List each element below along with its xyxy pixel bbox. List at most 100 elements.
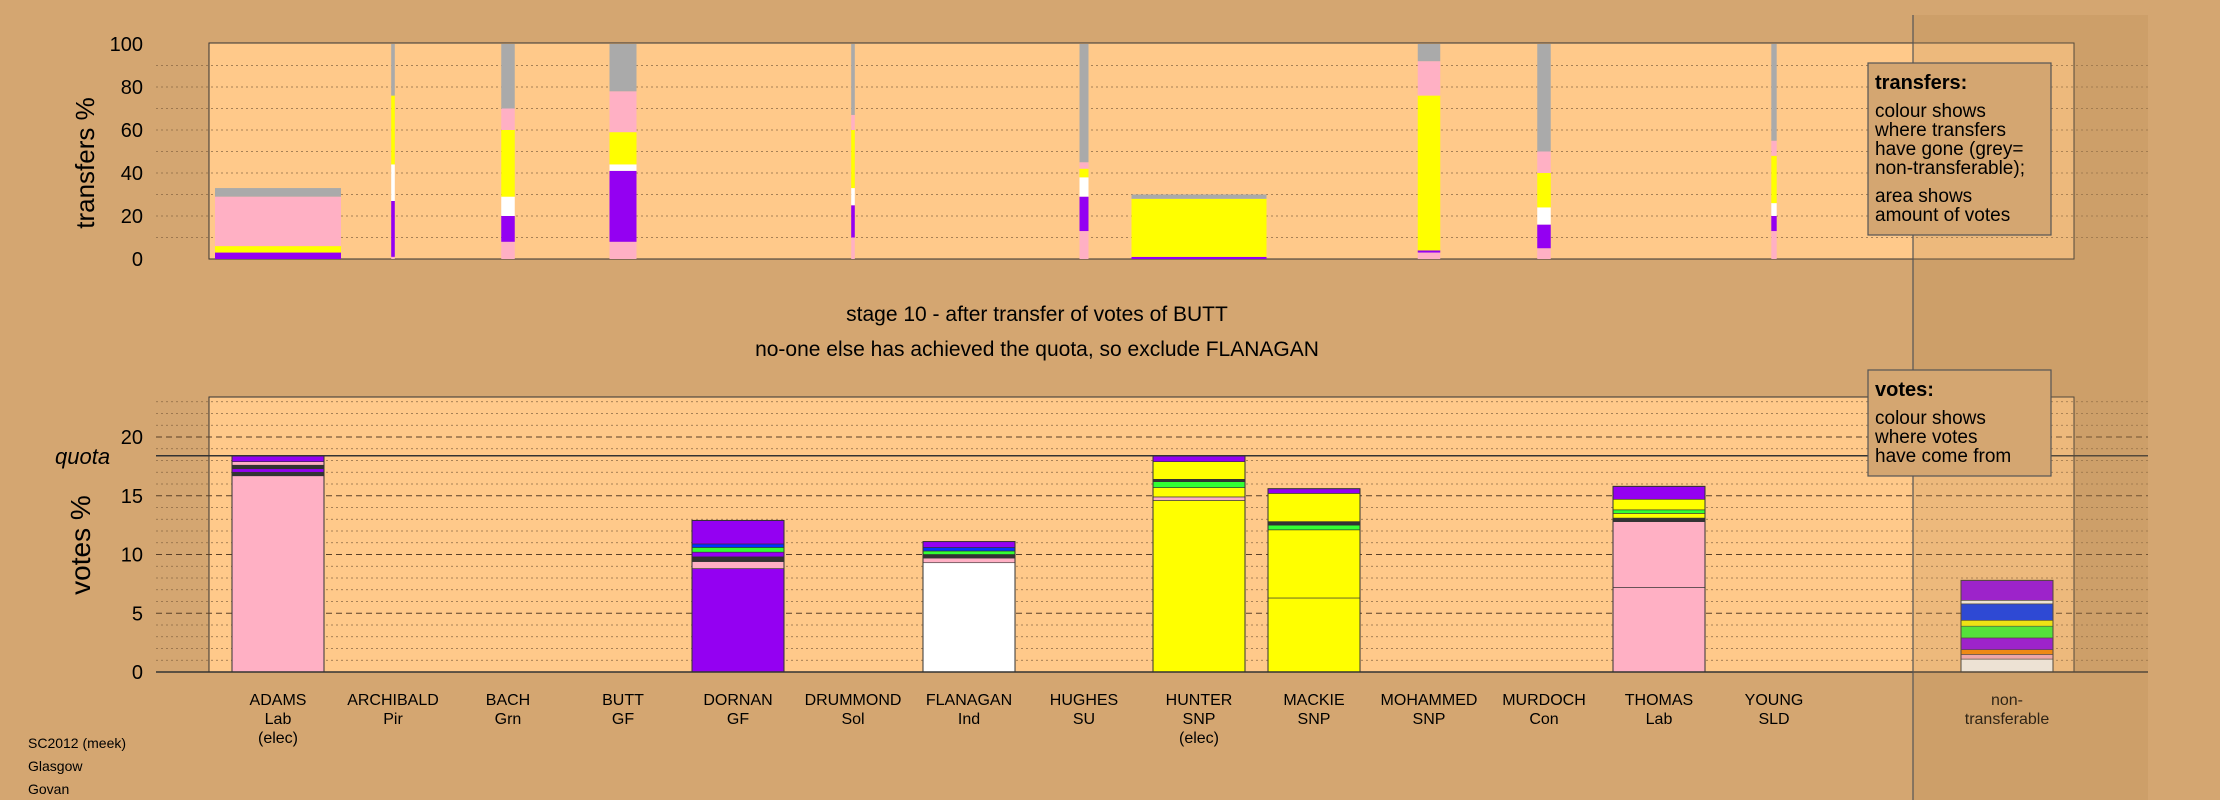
transfer-segment (1537, 224, 1551, 249)
transfer-segment (1771, 155, 1777, 204)
vote-segment (922, 557, 1016, 564)
transfer-segment (1417, 252, 1441, 259)
transfer-segment (501, 44, 515, 109)
candidate-label: BUTT (602, 692, 644, 709)
candidate-label: HUGHES (1050, 692, 1118, 709)
footer-election: SC2012 (meek) (28, 735, 126, 751)
transfers-bars (215, 44, 1777, 259)
transfer-segment (501, 196, 515, 216)
transfer-segment (1079, 44, 1089, 163)
transfers-legend: transfers: colour shows where transfers … (1867, 62, 2052, 236)
y-tick-label: 0 (132, 249, 143, 271)
footer-council: Glasgow (28, 758, 83, 774)
transfer-segment (1417, 44, 1441, 62)
transfer-segment (1417, 250, 1441, 253)
candidate-label: GF (727, 711, 749, 728)
candidate-label: (elec) (1179, 730, 1219, 747)
candidate-label: BACH (486, 692, 530, 709)
votes-legend-line: where votes (1874, 427, 1977, 448)
transfer-segment (609, 170, 637, 242)
votes-plot-area (208, 396, 2075, 673)
vote-segment (691, 543, 785, 548)
transfer-segment (1537, 207, 1551, 225)
candidate-label: SNP (1183, 711, 1216, 728)
transfers-panel: 0 20 40 60 80 100 transfers % (70, 34, 2148, 271)
transfer-segment (1079, 162, 1089, 169)
transfer-segment (391, 164, 395, 201)
vote-segment (231, 464, 325, 470)
y-tick-label: 100 (110, 34, 143, 56)
vote-segment (691, 520, 785, 545)
transfer-segment (391, 95, 395, 165)
transfer-segment (1537, 44, 1551, 152)
stage-status-text: stage 10 - after transfer of votes of BU… (846, 303, 1228, 326)
votes-legend-title: votes: (1875, 379, 1934, 401)
vote-segment (691, 568, 785, 673)
vote-segment (231, 468, 325, 473)
transfer-segment (215, 188, 341, 197)
candidate-label: HUNTER (1166, 692, 1233, 709)
transfer-segment (1079, 168, 1089, 178)
transfers-y-axis-label: transfers % (70, 97, 100, 229)
transfer-segment (1537, 173, 1551, 208)
vote-segment (1152, 481, 1246, 488)
nontransferable-label-line1: non- (1991, 692, 2023, 709)
y-tick-label: 80 (121, 77, 143, 99)
y-tick-label: 10 (121, 545, 143, 567)
footer-ward: Govan (28, 781, 69, 797)
transfer-segment (1131, 194, 1267, 199)
candidate-label: Lab (265, 711, 292, 728)
transfer-segment (851, 114, 855, 130)
vote-segment (1612, 509, 1706, 514)
transfer-segment (1079, 177, 1089, 197)
vote-segment (1152, 487, 1246, 498)
transfer-segment (1131, 256, 1267, 259)
vote-segment (922, 547, 1016, 552)
votes-y-axis-label: votes % (65, 495, 96, 595)
transfer-segment (609, 241, 637, 259)
votes-legend-line: colour shows (1875, 408, 1986, 429)
candidate-label: GF (612, 711, 634, 728)
candidate-label: MURDOCH (1502, 692, 1586, 709)
votes-legend: votes: colour shows where votes have com… (1867, 369, 2052, 477)
vote-segment (231, 461, 325, 466)
vote-segment (1612, 517, 1706, 522)
transfer-segment (1771, 140, 1777, 156)
votes-bars (231, 455, 2054, 673)
transfer-segment (851, 44, 855, 115)
transfer-segment (1771, 44, 1777, 141)
stage-action-text: no-one else has achieved the quota, so e… (755, 338, 1319, 361)
y-tick-label: 40 (121, 163, 143, 185)
transfers-legend-line: have gone (grey= (1875, 139, 2023, 160)
vote-segment (1152, 500, 1246, 673)
vote-segment (1612, 521, 1706, 588)
votes-legend-line: have come from (1875, 446, 2011, 467)
votes-panel: 0 5 10 15 20 quota votes % ADAMS Lab (elec) ARC… (55, 396, 2148, 747)
transfer-segment (501, 216, 515, 242)
candidate-label: SNP (1413, 711, 1446, 728)
transfers-legend-box (1867, 62, 2052, 236)
y-tick-label: 20 (121, 206, 143, 228)
transfers-legend-line: colour shows (1875, 101, 1986, 122)
candidate-label: Grn (495, 711, 522, 728)
quota-label: quota (55, 444, 110, 469)
candidate-label: (elec) (258, 730, 298, 747)
transfer-segment (391, 256, 395, 259)
votes-legend-box (1867, 369, 2052, 477)
vote-segment (231, 455, 325, 462)
vote-segment (922, 562, 1016, 673)
transfer-segment (215, 246, 341, 253)
candidate-label: Con (1529, 711, 1558, 728)
candidate-label: SU (1073, 711, 1095, 728)
vote-segment (922, 550, 1016, 555)
y-tick-label: 0 (132, 662, 143, 684)
vote-segment (1152, 461, 1246, 480)
transfer-segment (501, 130, 515, 197)
votes-y-ticks: 0 5 10 15 20 (121, 427, 143, 684)
candidate-labels: ADAMS Lab (elec) ARCHIBALD Pir BACH Grn BUTT GF D… (250, 692, 1804, 747)
vote-segment (922, 554, 1016, 559)
vote-segment (691, 561, 785, 569)
transfer-segment (851, 188, 855, 206)
vote-segment (231, 471, 325, 477)
